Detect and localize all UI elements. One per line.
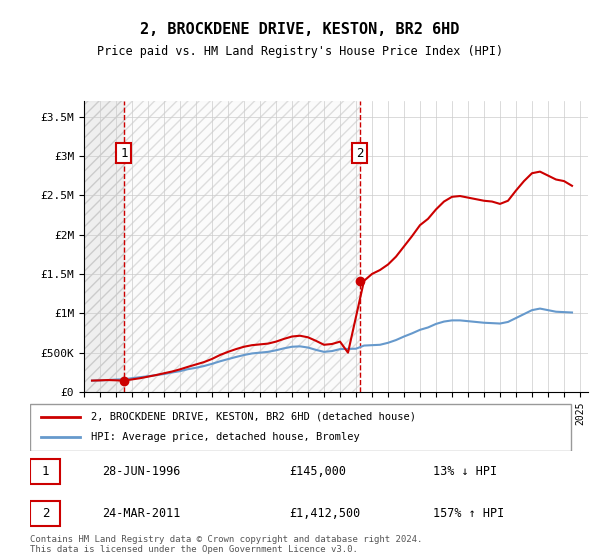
Text: 24-MAR-2011: 24-MAR-2011: [102, 507, 180, 520]
Text: Price paid vs. HM Land Registry's House Price Index (HPI): Price paid vs. HM Land Registry's House …: [97, 45, 503, 58]
FancyBboxPatch shape: [30, 501, 61, 526]
Text: HPI: Average price, detached house, Bromley: HPI: Average price, detached house, Brom…: [91, 432, 359, 442]
Text: 2, BROCKDENE DRIVE, KESTON, BR2 6HD: 2, BROCKDENE DRIVE, KESTON, BR2 6HD: [140, 22, 460, 38]
FancyBboxPatch shape: [30, 459, 61, 484]
Text: 1: 1: [120, 147, 128, 160]
Text: 2: 2: [42, 507, 49, 520]
Bar: [124, 101, 359, 392]
Text: Contains HM Land Registry data © Crown copyright and database right 2024.
This d: Contains HM Land Registry data © Crown c…: [30, 535, 422, 554]
Bar: [124, 101, 359, 392]
Bar: [84, 101, 124, 392]
Text: 13% ↓ HPI: 13% ↓ HPI: [433, 465, 497, 478]
FancyBboxPatch shape: [30, 404, 571, 451]
Text: 2: 2: [356, 147, 364, 160]
Text: 157% ↑ HPI: 157% ↑ HPI: [433, 507, 504, 520]
Bar: [84, 101, 124, 392]
Text: 1: 1: [42, 465, 49, 478]
Text: £1,412,500: £1,412,500: [289, 507, 361, 520]
Text: 28-JUN-1996: 28-JUN-1996: [102, 465, 180, 478]
Text: 2, BROCKDENE DRIVE, KESTON, BR2 6HD (detached house): 2, BROCKDENE DRIVE, KESTON, BR2 6HD (det…: [91, 412, 416, 422]
Text: £145,000: £145,000: [289, 465, 346, 478]
